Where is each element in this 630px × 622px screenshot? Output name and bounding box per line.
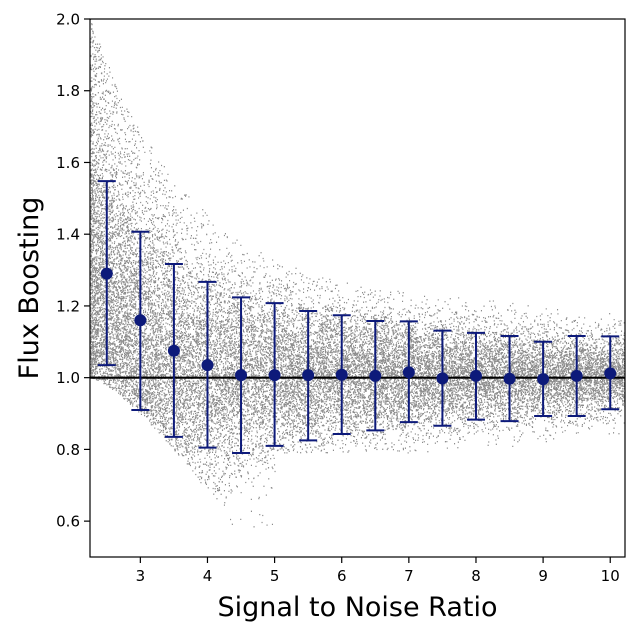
data-point-marker (302, 369, 315, 382)
x-tick-label: 8 (471, 567, 481, 585)
errorbar-point (534, 340, 553, 418)
errorbar-point (399, 320, 418, 424)
data-point-marker (268, 369, 281, 382)
errorbar-point (97, 180, 116, 367)
data-point-marker (201, 359, 214, 372)
x-tick-label: 4 (203, 567, 213, 585)
data-point-marker (469, 369, 482, 382)
data-point-marker (167, 344, 180, 357)
y-axis: 0.6 0.8 1.0 1.2 1.4 1.6 1.8 2.0 (56, 11, 90, 531)
errorbar-point (500, 335, 519, 423)
data-point-marker (100, 267, 113, 280)
x-tick-label: 6 (337, 567, 347, 585)
x-tick-label: 7 (404, 567, 414, 585)
x-axis: 3 4 5 6 7 8 9 10 (136, 557, 620, 585)
errorbar-point (567, 335, 586, 418)
data-point-marker (402, 366, 415, 379)
data-point-marker (369, 369, 382, 382)
data-point-marker (134, 314, 147, 327)
data-point-marker (604, 367, 617, 380)
data-point-marker (537, 373, 550, 386)
data-point-marker (335, 368, 348, 381)
errorbar-series (97, 180, 620, 454)
x-axis-title: Signal to Noise Ratio (217, 592, 497, 622)
y-tick-label: 1.4 (56, 226, 80, 244)
data-point-marker (235, 369, 248, 382)
errorbar-point (433, 329, 452, 427)
errorbar-point (164, 262, 183, 438)
errorbar-point (232, 296, 251, 454)
errorbar-point (366, 319, 385, 432)
x-tick-label: 10 (601, 567, 620, 585)
y-tick-label: 1.8 (56, 82, 80, 100)
data-point-marker (570, 369, 583, 382)
errorbar-point (332, 314, 351, 435)
errorbar-point (198, 280, 217, 449)
scatter-points (90, 19, 625, 528)
data-point-marker (436, 372, 449, 385)
errorbar-point (131, 230, 150, 411)
scatter-cloud (90, 19, 625, 528)
data-point-marker (503, 372, 516, 385)
plot-frame (89, 18, 626, 558)
x-tick-label: 5 (270, 567, 280, 585)
y-axis-title: Flux Boosting (14, 197, 45, 380)
y-tick-label: 1.2 (56, 297, 80, 315)
y-tick-label: 0.8 (56, 441, 80, 459)
y-tick-label: 0.6 (56, 513, 80, 531)
y-tick-label: 1.0 (56, 369, 80, 387)
errorbar-point (601, 335, 620, 411)
errorbar-point (265, 302, 284, 447)
x-tick-label: 9 (538, 567, 548, 585)
errorbar-point (466, 331, 485, 421)
y-tick-label: 2.0 (56, 11, 80, 29)
x-tick-label: 3 (136, 567, 146, 585)
y-tick-label: 1.6 (56, 154, 80, 172)
errorbar-point (299, 309, 318, 442)
